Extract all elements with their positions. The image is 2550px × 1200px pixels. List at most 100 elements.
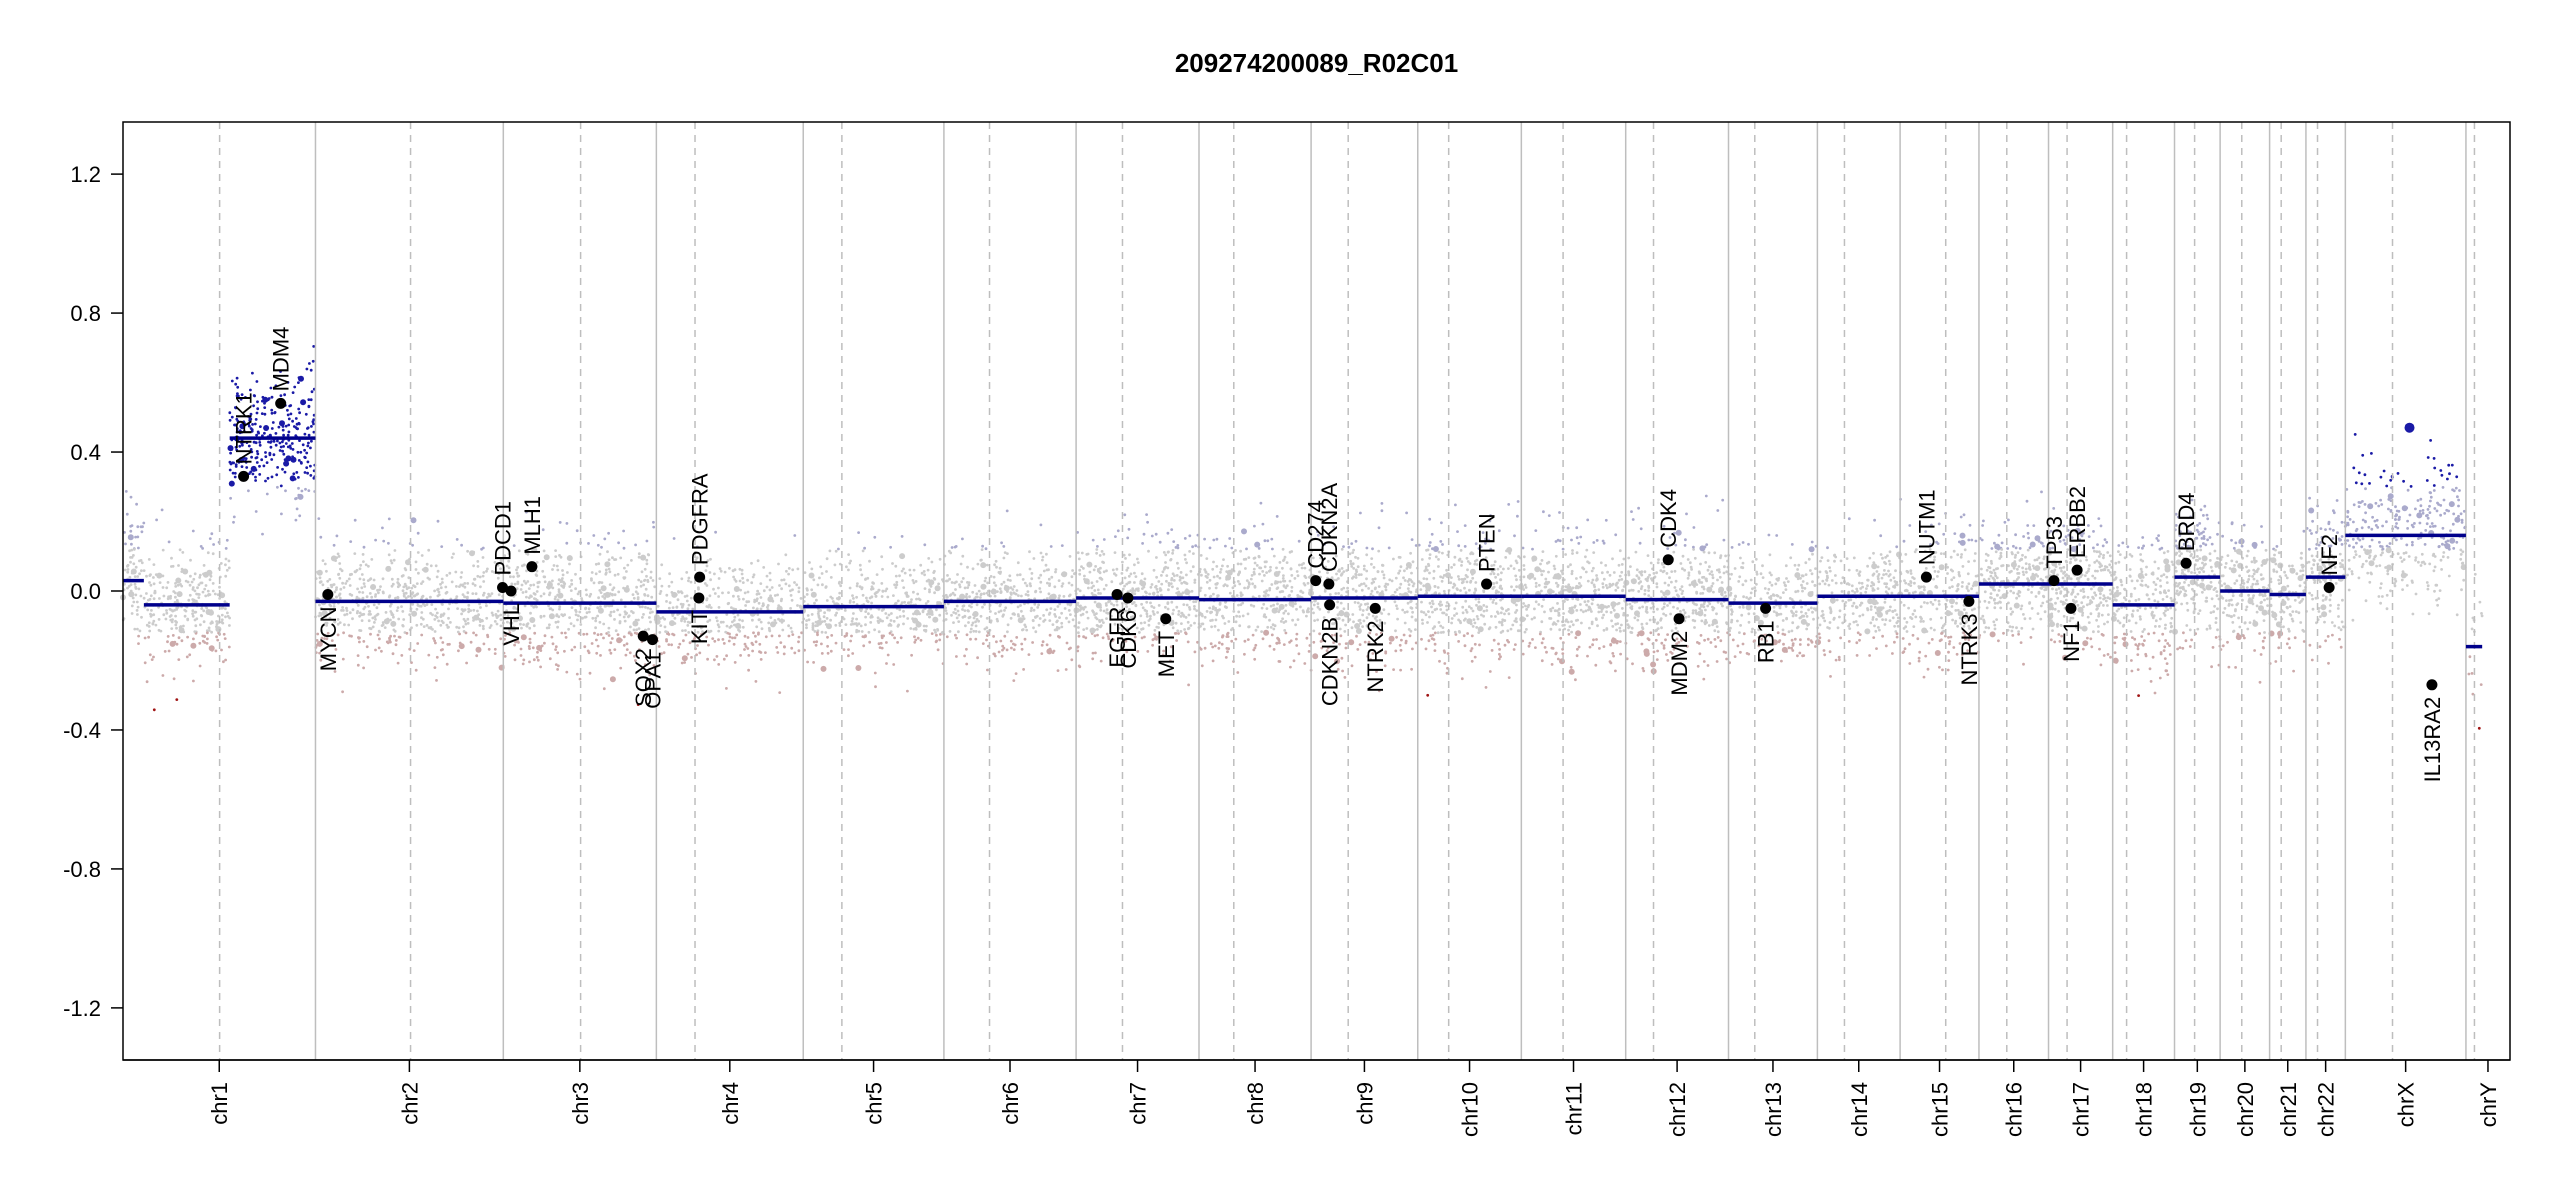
bin-point [608, 648, 612, 652]
bin-point [164, 617, 168, 621]
bin-point [1305, 614, 1308, 618]
bin-point [1341, 618, 1345, 622]
bin-point [1441, 626, 1445, 629]
bin-point [1056, 605, 1060, 608]
bin-point [1288, 579, 1292, 583]
bin-point [1456, 588, 1459, 591]
bin-point [1187, 613, 1191, 617]
bin-point [1117, 626, 1121, 630]
bin-point [1611, 652, 1615, 655]
bin-point [1105, 608, 1109, 612]
bin-point [847, 648, 850, 651]
bin-point [548, 613, 555, 620]
bin-point [586, 649, 590, 653]
bin-point [283, 458, 287, 462]
bin-point [309, 368, 313, 372]
bin-point [1470, 607, 1473, 610]
bin-point [358, 614, 361, 618]
bin-point [542, 575, 546, 579]
bin-point [1214, 582, 1218, 586]
bin-point [880, 646, 884, 650]
bin-point [602, 636, 605, 640]
bin-point [1199, 624, 1202, 628]
bin-point [1497, 590, 1500, 594]
bin-point [566, 571, 569, 574]
bin-point [1002, 580, 1006, 584]
bin-point [1553, 567, 1557, 571]
bin-point [278, 441, 282, 445]
bin-point [665, 593, 669, 597]
bin-point [1145, 600, 1149, 604]
bin-point [1597, 588, 1601, 591]
bin-point [1484, 541, 1487, 545]
bin-point [195, 617, 199, 621]
bin-point [224, 658, 228, 662]
bin-point [1302, 562, 1305, 565]
bin-point [252, 440, 256, 444]
bin-point [520, 634, 527, 641]
bin-point [1405, 511, 1408, 515]
bin-point [404, 568, 408, 572]
bin-point [1433, 608, 1437, 612]
bin-point [1622, 557, 1626, 561]
bin-point [382, 591, 385, 595]
bin-point [1471, 609, 1475, 613]
bin-point [1093, 613, 1096, 617]
bin-point [1506, 639, 1509, 642]
bin-point [740, 568, 744, 572]
bin-point [198, 664, 202, 668]
bin-point [1113, 622, 1117, 626]
bin-point [1211, 567, 1215, 571]
bin-point [1428, 517, 1432, 521]
bin-point [1065, 641, 1069, 645]
bin-point [369, 632, 372, 636]
bin-point [1474, 597, 1478, 601]
bin-point [142, 596, 146, 600]
bin-point [192, 598, 196, 602]
bin-point [226, 614, 230, 618]
bin-point [194, 610, 198, 614]
bin-point [1150, 605, 1154, 608]
bin-point [253, 422, 257, 426]
bin-point [684, 633, 688, 637]
bin-point [1496, 610, 1499, 614]
bin-point [455, 538, 459, 541]
bin-point [951, 591, 955, 595]
bin-point [1334, 592, 1338, 595]
bin-point [250, 455, 254, 459]
bin-point [1584, 555, 1587, 559]
bin-point [1158, 540, 1162, 544]
bin-point [1154, 532, 1158, 536]
bin-point [249, 427, 253, 430]
bin-point [266, 476, 270, 480]
bin-point [1259, 566, 1263, 570]
bin-point [1006, 630, 1009, 634]
bin-point [880, 582, 884, 585]
bin-point [317, 517, 321, 520]
bin-point [276, 485, 279, 489]
bin-point [286, 408, 289, 412]
bin-point [1271, 623, 1275, 627]
bin-point [261, 532, 264, 536]
bin-point [149, 594, 153, 598]
bin-point [306, 427, 309, 430]
bin-point [585, 611, 589, 615]
bin-point [199, 614, 203, 617]
bin-point [1039, 573, 1043, 577]
bin-point [1025, 628, 1029, 632]
bin-point [1057, 596, 1061, 600]
bin-point [351, 608, 355, 612]
bin-point [1251, 582, 1254, 586]
bin-point [1188, 606, 1191, 609]
bin-point [542, 614, 546, 618]
bin-point [180, 570, 184, 573]
bin-point [161, 586, 165, 589]
bin-point [196, 586, 199, 590]
bin-point [834, 641, 838, 645]
bin-point [160, 508, 164, 512]
bin-point [139, 594, 143, 598]
bin-point [1472, 618, 1476, 621]
bin-point [1093, 600, 1097, 604]
bin-point [435, 655, 439, 659]
bin-point [1096, 588, 1100, 592]
